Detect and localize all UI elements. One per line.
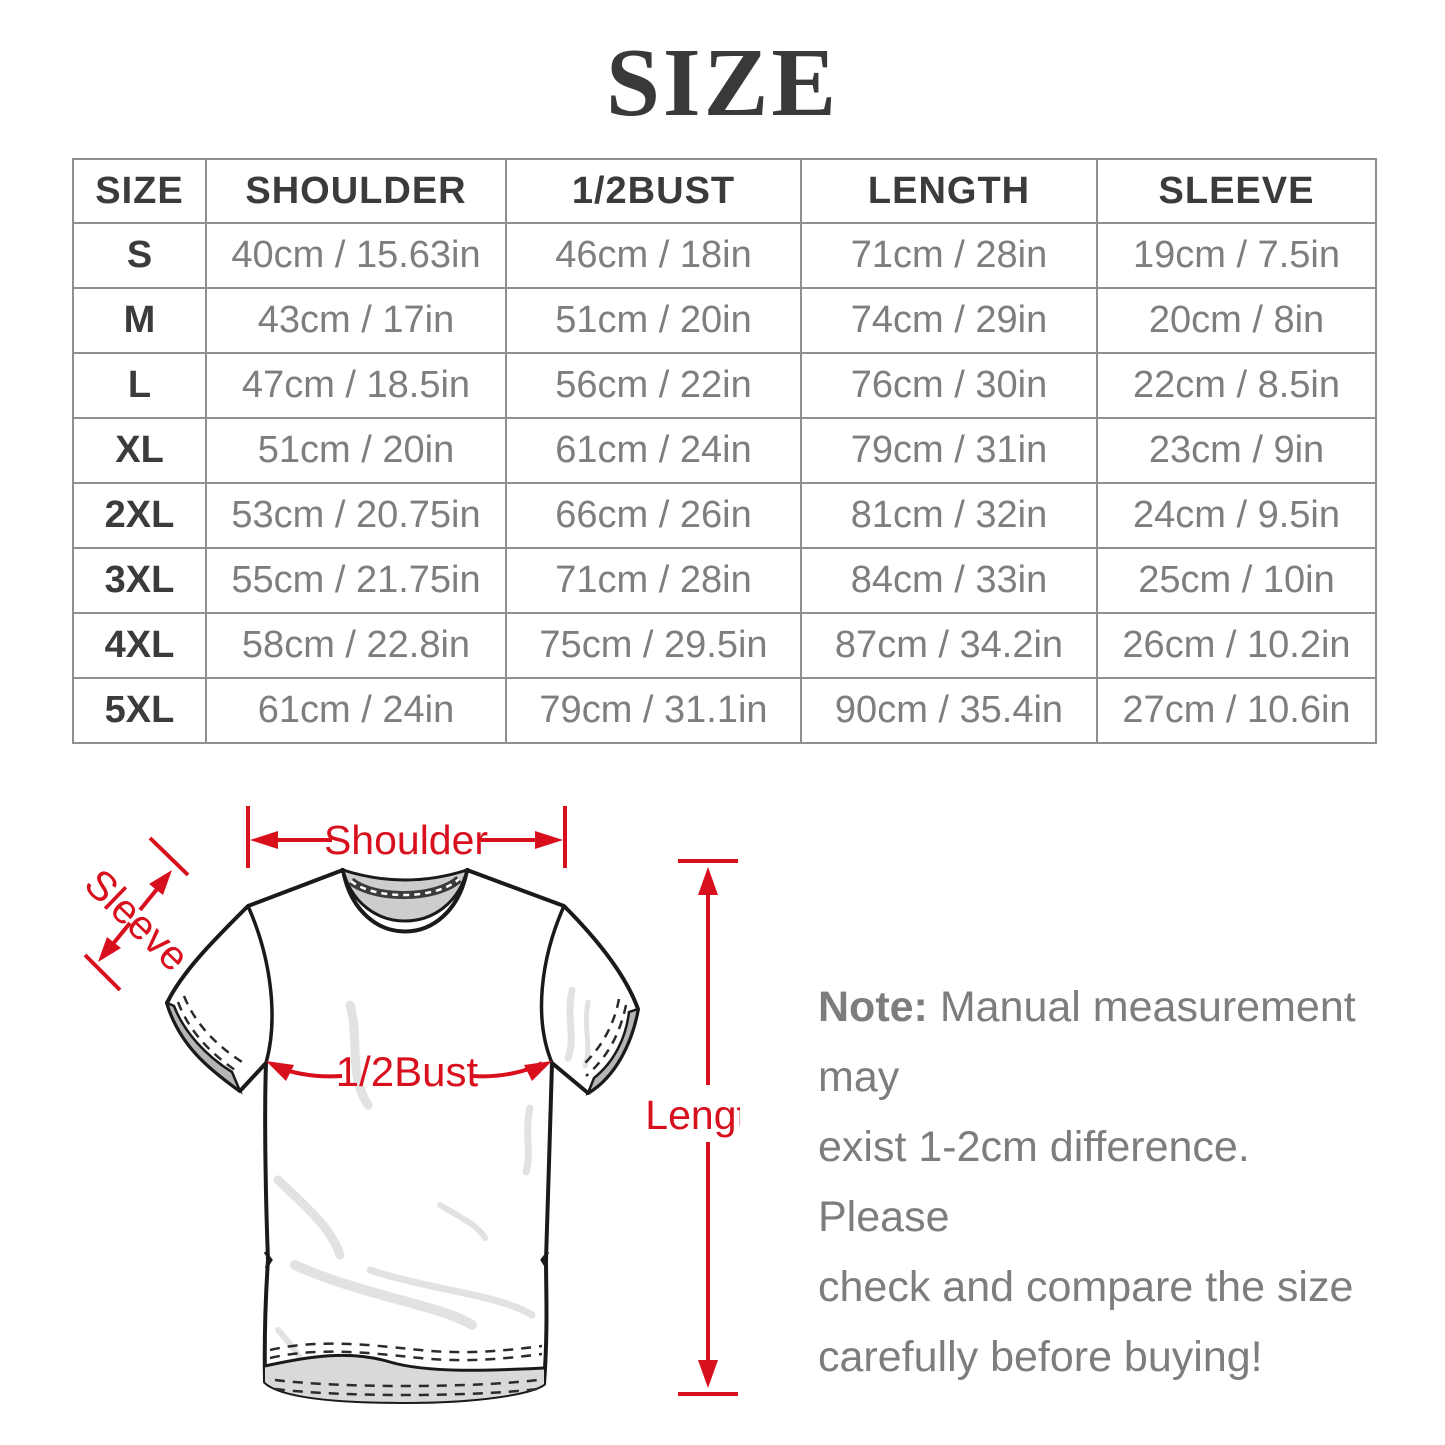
- armhole-seams: [246, 905, 566, 1269]
- measurement-cell: 87cm / 34.2in: [800, 612, 1098, 679]
- table-row: S 40cm / 15.63in 46cm / 18in 71cm / 28in 19c…: [72, 222, 1377, 289]
- note-line: check and compare the size: [818, 1263, 1354, 1311]
- shoulder-annotation: Shoulder: [246, 806, 567, 868]
- page-title: SIZE: [605, 29, 840, 136]
- table-row: 3XL 55cm / 21.75in 71cm / 28in 84cm / 33in 2…: [72, 547, 1377, 614]
- measurement-cell: 43cm / 17in: [205, 287, 507, 354]
- measurement-cell: 23cm / 9in: [1096, 417, 1377, 484]
- measurement-cell: 22cm / 8.5in: [1096, 352, 1377, 419]
- measurement-cell: 81cm / 32in: [800, 482, 1098, 549]
- length-label: Length: [645, 1092, 740, 1138]
- measurement-cell: 40cm / 15.63in: [205, 222, 507, 289]
- size-cell: S: [72, 222, 207, 289]
- measurement-cell: 26cm / 10.2in: [1096, 612, 1377, 679]
- table-row: L 47cm / 18.5in 56cm / 22in 76cm / 30in 22cm…: [72, 352, 1377, 419]
- measurement-cell: 46cm / 18in: [505, 222, 802, 289]
- sleeve-label: Sleeve: [80, 860, 198, 980]
- shoulder-label: Shoulder: [324, 817, 488, 863]
- size-table: SIZE SHOULDER 1/2BUST LENGTH SLEEVE S 40cm / …: [72, 158, 1377, 744]
- note-line: exist 1-2cm difference. Please: [818, 1123, 1250, 1241]
- measurement-cell: 61cm / 24in: [505, 417, 802, 484]
- header-cell: 1/2BUST: [505, 158, 802, 224]
- bust-annotation: 1/2Bust: [266, 1048, 552, 1095]
- measurement-cell: 74cm / 29in: [800, 287, 1098, 354]
- sleeve-annotation: Sleeve: [80, 836, 198, 992]
- measurement-cell: 53cm / 20.75in: [205, 482, 507, 549]
- hem-band: [264, 1342, 545, 1402]
- wrinkle-shading: [273, 986, 591, 1369]
- measurement-cell: 19cm / 7.5in: [1096, 222, 1377, 289]
- measurement-cell: 76cm / 30in: [800, 352, 1098, 419]
- size-cell: 3XL: [72, 547, 207, 614]
- table-row: 4XL 58cm / 22.8in 75cm / 29.5in 87cm / 34.2…: [72, 612, 1377, 679]
- measurement-cell: 71cm / 28in: [800, 222, 1098, 289]
- measurement-cell: 66cm / 26in: [505, 482, 802, 549]
- measurement-cell: 55cm / 21.75in: [205, 547, 507, 614]
- measurement-cell: 24cm / 9.5in: [1096, 482, 1377, 549]
- note-line: carefully before buying!: [818, 1333, 1263, 1381]
- measurement-cell: 61cm / 24in: [205, 677, 507, 744]
- table-row: XL 51cm / 20in 61cm / 24in 79cm / 31in 23cm …: [72, 417, 1377, 484]
- note-label: Note:: [818, 983, 928, 1031]
- measurement-cell: 71cm / 28in: [505, 547, 802, 614]
- bust-label: 1/2Bust: [336, 1048, 479, 1095]
- size-cell: M: [72, 287, 207, 354]
- measurement-cell: 84cm / 33in: [800, 547, 1098, 614]
- collar: [340, 867, 470, 923]
- table-row: 5XL 61cm / 24in 79cm / 31.1in 90cm / 35.4in…: [72, 677, 1377, 744]
- size-cell: 2XL: [72, 482, 207, 549]
- note-line: Note: Manual measurement may: [818, 983, 1356, 1101]
- measurement-cell: 90cm / 35.4in: [800, 677, 1098, 744]
- size-cell: 5XL: [72, 677, 207, 744]
- measurement-cell: 27cm / 10.6in: [1096, 677, 1377, 744]
- size-cell: XL: [72, 417, 207, 484]
- tshirt-outline: [165, 868, 640, 1404]
- table-header-row: SIZE SHOULDER 1/2BUST LENGTH SLEEVE: [72, 158, 1377, 224]
- measurement-cell: 58cm / 22.8in: [205, 612, 507, 679]
- measurement-cell: 79cm / 31in: [800, 417, 1098, 484]
- measurement-cell: 47cm / 18.5in: [205, 352, 507, 419]
- table-row: 2XL 53cm / 20.75in 66cm / 26in 81cm / 32in 2…: [72, 482, 1377, 549]
- header-cell: SLEEVE: [1096, 158, 1377, 224]
- header-cell: SIZE: [72, 158, 207, 224]
- measurement-cell: 51cm / 20in: [505, 287, 802, 354]
- length-annotation: Length: [645, 859, 740, 1396]
- note-text: Note: Manual measurement may exist 1-2cm …: [818, 972, 1378, 1392]
- right-sleeve-cuff: [581, 998, 640, 1097]
- measurement-cell: 56cm / 22in: [505, 352, 802, 419]
- measurement-cell: 75cm / 29.5in: [505, 612, 802, 679]
- measurement-cell: 51cm / 20in: [205, 417, 507, 484]
- measurement-cell: 20cm / 8in: [1096, 287, 1377, 354]
- header-cell: LENGTH: [800, 158, 1098, 224]
- left-sleeve-cuff: [165, 995, 243, 1095]
- size-cell: 4XL: [72, 612, 207, 679]
- size-cell: L: [72, 352, 207, 419]
- table-row: M 43cm / 17in 51cm / 20in 74cm / 29in 20cm /…: [72, 287, 1377, 354]
- header-cell: SHOULDER: [205, 158, 507, 224]
- tshirt-diagram: Shoulder Sleeve 1/2Bust: [80, 790, 740, 1430]
- measurement-cell: 79cm / 31.1in: [505, 677, 802, 744]
- measurement-cell: 25cm / 10in: [1096, 547, 1377, 614]
